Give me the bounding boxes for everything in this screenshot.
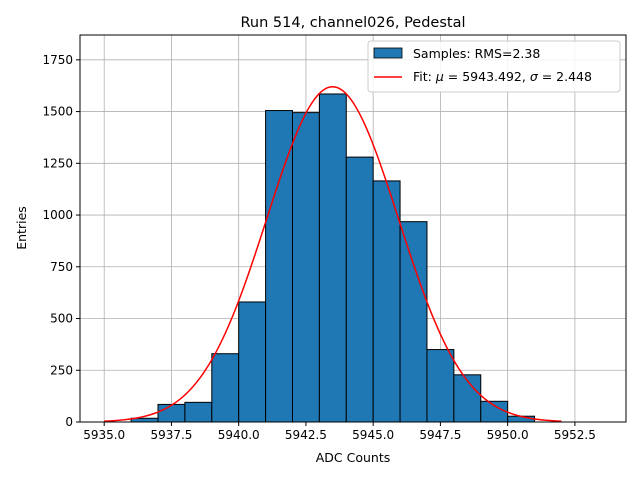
x-axis-label: ADC Counts [316, 450, 391, 465]
x-tick-label: 5950.0 [487, 428, 529, 442]
y-tick-label: 500 [50, 312, 73, 326]
x-axis-ticks: 5935.0 5937.5 5940.0 5942.5 5945.0 5947.5 5950… [83, 422, 596, 442]
legend-label-samples: Samples: RMS=2.38 [413, 46, 540, 61]
histogram-bar [453, 374, 482, 423]
legend: Samples: RMS=2.38 Fit: μ = 5943.492, σ =… [367, 40, 621, 93]
histogram-bar [345, 156, 374, 423]
x-tick-label: 5952.5 [554, 428, 596, 442]
x-tick-label: 5945.0 [352, 428, 394, 442]
y-tick-label: 1000 [42, 208, 73, 222]
x-tick-label: 5942.5 [285, 428, 327, 442]
legend-swatch-samples [373, 47, 403, 59]
histogram-bar [265, 110, 293, 423]
y-tick-label: 0 [65, 415, 73, 429]
chart-title: Run 514, channel026, Pedestal [240, 15, 465, 31]
axes-frame [79, 34, 627, 423]
x-tick-label: 5935.0 [83, 428, 125, 442]
x-tick-label: 5937.5 [150, 428, 192, 442]
histogram-bar [426, 349, 455, 423]
y-tick-label: 1250 [42, 156, 73, 170]
fit-curve [104, 85, 562, 422]
y-tick-label: 250 [50, 363, 73, 377]
y-tick-label: 1500 [42, 105, 73, 119]
histogram-bar [211, 353, 240, 423]
y-tick-label: 1750 [42, 53, 73, 67]
histogram-bar [480, 400, 509, 423]
histogram-bar [372, 180, 401, 423]
histogram-bar [318, 93, 347, 423]
legend-box [367, 40, 621, 93]
histogram-bar [184, 401, 213, 423]
histogram-bar [238, 301, 267, 423]
y-axis-label: Entries [14, 206, 29, 250]
histogram-bar [291, 112, 320, 423]
histogram-bars [130, 93, 536, 423]
x-tick-label: 5940.0 [218, 428, 260, 442]
y-axis-ticks: 0 250 500 750 1000 1250 1500 1750 [42, 53, 80, 429]
histogram-bar [157, 403, 186, 423]
x-tick-label: 5947.5 [419, 428, 461, 442]
legend-label-fit: Fit: μ = 5943.492, σ = 2.448 [413, 69, 592, 84]
y-tick-label: 750 [50, 260, 73, 274]
histogram-bar [399, 221, 428, 423]
